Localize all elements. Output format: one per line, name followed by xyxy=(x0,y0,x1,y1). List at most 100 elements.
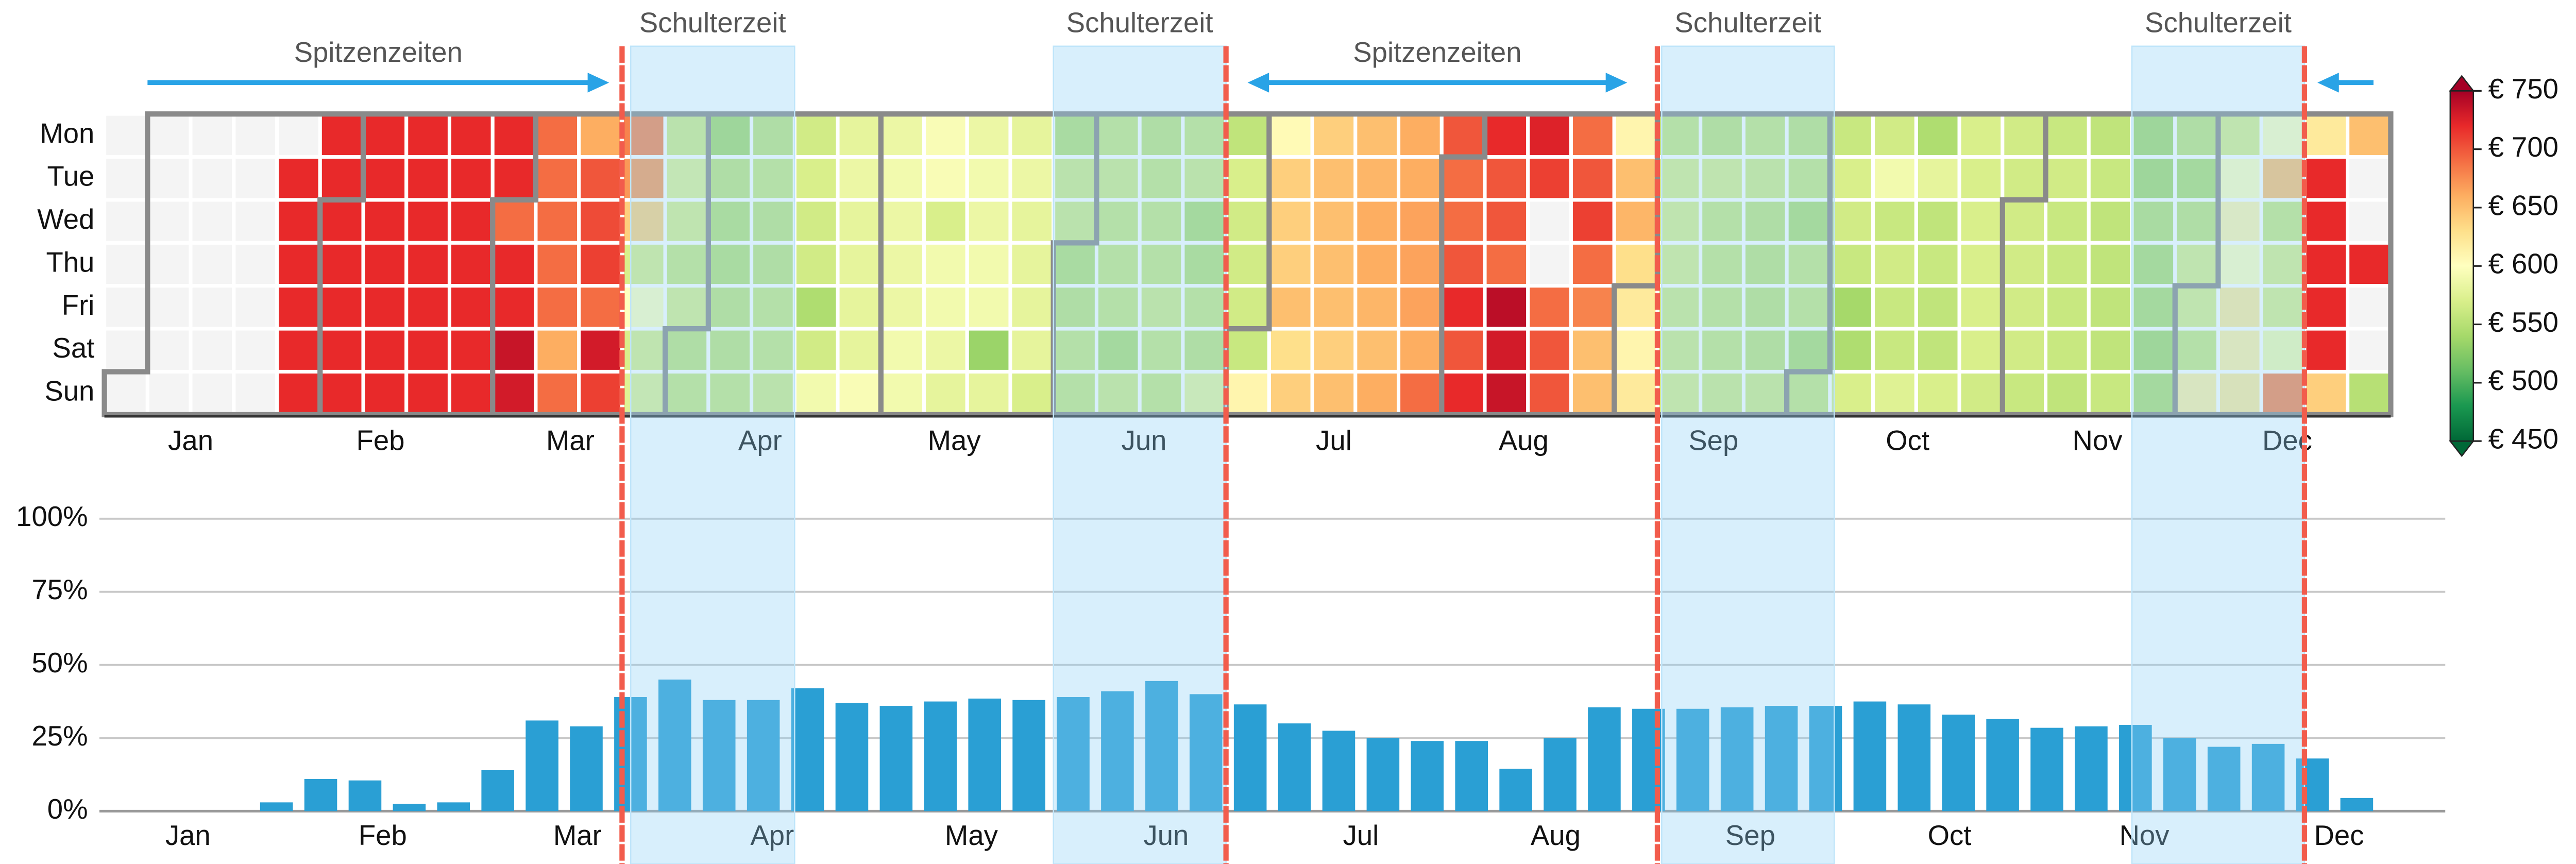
heat-cell xyxy=(879,327,926,374)
heat-cell xyxy=(103,155,149,202)
heat-cell xyxy=(318,155,365,202)
x-tick-label: Sep xyxy=(1688,425,1738,456)
heat-cell xyxy=(879,241,926,288)
row-label: Fri xyxy=(62,290,95,321)
heat-cell xyxy=(232,369,279,417)
heat-cell xyxy=(490,284,538,331)
heat-cell xyxy=(1439,198,1487,245)
heat-cell xyxy=(1310,327,1358,374)
heat-cell xyxy=(2346,155,2393,202)
heat-cell xyxy=(1914,112,1961,159)
heat-cell xyxy=(1439,327,1487,374)
heat-cell xyxy=(792,198,840,245)
shoulder-label: Schulterzeit xyxy=(639,7,786,39)
heat-cell xyxy=(1741,327,1789,374)
heat-cell xyxy=(922,155,969,202)
heat-cell xyxy=(1310,155,1358,202)
heat-cell xyxy=(1914,369,1961,417)
heat-cell xyxy=(577,112,624,159)
row-label: Sun xyxy=(44,376,94,407)
heat-cell xyxy=(2087,155,2134,202)
heat-cell xyxy=(490,155,538,202)
x-tick-label: Sep xyxy=(1725,820,1775,851)
heat-cell xyxy=(1353,198,1401,245)
heat-cell xyxy=(1138,369,1185,417)
heat-cell xyxy=(577,155,624,202)
bar xyxy=(1765,706,1798,811)
heat-cell xyxy=(103,112,149,159)
bar xyxy=(348,780,382,811)
x-tick-label: Dec xyxy=(2314,820,2364,851)
heat-cell xyxy=(1871,155,1918,202)
heat-cell xyxy=(361,284,409,331)
heat-cell xyxy=(534,112,581,159)
heat-cell xyxy=(879,155,926,202)
heat-cell xyxy=(2087,241,2134,288)
bar xyxy=(1809,706,1842,811)
heat-cell xyxy=(1569,241,1616,288)
bar xyxy=(393,804,426,811)
heat-cell xyxy=(275,112,322,159)
heat-cell xyxy=(1267,112,1314,159)
heat-cell xyxy=(2087,112,2134,159)
heat-cell xyxy=(2001,369,2048,417)
heat-cell xyxy=(1526,112,1573,159)
heat-cell xyxy=(2001,112,2048,159)
heat-cell xyxy=(1569,198,1616,245)
heat-cell xyxy=(2087,198,2134,245)
bar xyxy=(1411,741,1444,811)
heat-cell xyxy=(2087,327,2134,374)
heat-cell xyxy=(1310,112,1358,159)
bar xyxy=(1012,700,1045,811)
x-tick-label: Nov xyxy=(2120,820,2170,851)
heat-cell xyxy=(2346,284,2393,331)
bar xyxy=(1455,741,1488,811)
heat-cell xyxy=(1871,369,1918,417)
heat-cell xyxy=(1526,155,1573,202)
bar xyxy=(2207,747,2241,811)
heat-cell xyxy=(275,327,322,374)
bar xyxy=(835,703,869,811)
heat-cell xyxy=(1526,369,1573,417)
heat-cell xyxy=(792,241,840,288)
heat-cell xyxy=(1483,284,1530,331)
x-tick-label: May xyxy=(928,425,981,456)
heat-cell xyxy=(836,112,883,159)
x-tick-label: Jul xyxy=(1316,425,1352,456)
heat-cell xyxy=(1828,155,1875,202)
heat-cell xyxy=(922,327,969,374)
heat-cell xyxy=(1224,112,1271,159)
heat-cell xyxy=(189,112,236,159)
heat-cell xyxy=(2216,369,2263,417)
heat-cell xyxy=(1267,369,1314,417)
heat-cell xyxy=(1914,284,1961,331)
bar xyxy=(1145,681,1178,811)
heat-cell xyxy=(318,198,365,245)
colorbar xyxy=(2450,91,2473,442)
heat-cell xyxy=(1052,198,1098,245)
heat-cell xyxy=(275,241,322,288)
x-tick-label: Aug xyxy=(1531,820,1581,851)
row-label: Sat xyxy=(53,332,95,364)
heat-cell xyxy=(318,327,365,374)
x-tick-label: Jun xyxy=(1122,425,1167,456)
x-tick-label: Aug xyxy=(1499,425,1549,456)
heat-cell xyxy=(232,284,279,331)
heat-cell xyxy=(965,198,1012,245)
heat-cell xyxy=(1871,198,1918,245)
heat-cell xyxy=(1914,327,1961,374)
heat-cell xyxy=(1397,112,1444,159)
colorbar-tick-label: € 700 xyxy=(2488,131,2558,163)
x-tick-label: Jul xyxy=(1343,820,1379,851)
heat-cell xyxy=(2173,155,2221,202)
heat-cell xyxy=(792,155,840,202)
row-label: Wed xyxy=(37,204,94,235)
heat-cell xyxy=(189,155,236,202)
heat-cell xyxy=(1871,284,1918,331)
heat-cell xyxy=(1267,198,1314,245)
colorbar-extend-top xyxy=(2449,75,2475,92)
heat-cell xyxy=(2346,198,2393,245)
shoulder-band xyxy=(1661,45,1835,864)
heat-cell xyxy=(1957,112,2005,159)
heat-cell xyxy=(836,198,883,245)
